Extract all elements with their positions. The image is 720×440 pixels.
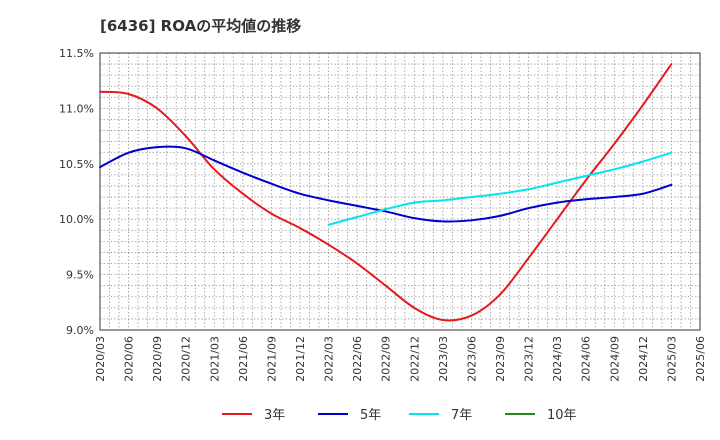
x-tick-label: 2021/06 [237, 336, 250, 382]
x-tick-label: 2020/09 [151, 336, 164, 382]
series-line-1 [99, 145, 673, 223]
x-tick-label: 2021/09 [265, 336, 278, 382]
plot-frame [99, 52, 701, 331]
series-line-0 [99, 63, 673, 322]
x-tick-label: 2025/06 [694, 336, 707, 382]
x-tick-label: 2025/03 [665, 336, 678, 382]
x-tick-label: 2021/12 [294, 336, 307, 382]
y-tick-label: 10.5% [59, 158, 94, 171]
grid [100, 53, 700, 330]
legend-label-2: 7年 [451, 408, 472, 423]
x-tick-label: 2021/03 [208, 336, 221, 382]
x-tick-label: 2020/06 [123, 336, 136, 382]
x-tick-label: 2022/06 [351, 336, 364, 382]
x-tick-label: 2023/03 [437, 336, 450, 382]
legend-label-1: 5年 [360, 408, 381, 423]
y-tick-label: 10.0% [59, 213, 94, 226]
y-tick-label: 9.0% [66, 324, 94, 337]
x-tick-label: 2024/12 [637, 336, 650, 382]
series-line-2 [327, 151, 673, 226]
legend-label-0: 3年 [264, 408, 285, 423]
x-tick-label: 2023/09 [494, 336, 507, 382]
legend-label-3: 10年 [547, 408, 577, 423]
x-tick-label: 2024/03 [551, 336, 564, 382]
legend: 3年 5年 7年 10年 [222, 408, 577, 423]
x-tick-label: 2024/09 [608, 336, 621, 382]
x-tick-label: 2023/06 [465, 336, 478, 382]
x-tick-label: 2023/12 [523, 336, 536, 382]
x-tick-label: 2022/03 [323, 336, 336, 382]
x-tick-label: 2022/09 [380, 336, 393, 382]
chart-title: [6436] ROAの平均値の推移 [100, 17, 301, 35]
x-tick-label: 2020/03 [94, 336, 107, 382]
x-tick-label: 2022/12 [408, 336, 421, 382]
y-tick-label: 11.0% [59, 102, 94, 115]
x-tick-label: 2020/12 [180, 336, 193, 382]
axes: 9.0% 9.5% 10.0% 10.5% 11.0% 11.5% 2020/03 2020/… [59, 47, 707, 382]
series-lines [99, 63, 673, 322]
y-tick-label: 9.5% [66, 269, 94, 282]
x-tick-label: 2024/06 [580, 336, 593, 382]
y-tick-label: 11.5% [59, 47, 94, 60]
